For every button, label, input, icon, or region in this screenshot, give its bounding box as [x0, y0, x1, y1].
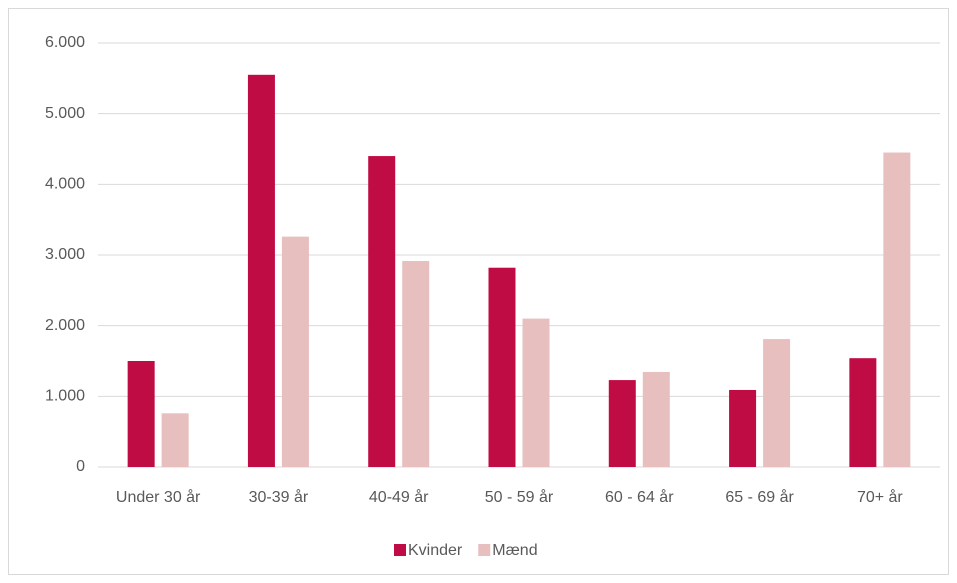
- x-tick-label: Under 30 år: [116, 488, 201, 506]
- bar: [488, 267, 516, 467]
- x-tick-label: 30-39 år: [249, 488, 309, 506]
- x-tick-label: 50 - 59 år: [485, 488, 554, 506]
- bar: [849, 358, 877, 467]
- bar: [368, 156, 396, 468]
- x-tick-label: 40-49 år: [369, 488, 429, 506]
- y-tick-label: 0: [76, 458, 85, 475]
- y-tick-label: 5.000: [45, 105, 85, 122]
- bar: [161, 413, 189, 467]
- bar: [127, 361, 155, 467]
- y-tick-label: 3.000: [45, 246, 85, 263]
- bar: [729, 389, 757, 467]
- legend-label: Mænd: [492, 542, 537, 559]
- x-tick-label: 60 - 64 år: [605, 488, 674, 506]
- x-tick-label: 70+ år: [857, 488, 903, 506]
- legend-swatch: [478, 544, 491, 556]
- bar: [642, 371, 670, 467]
- bar: [522, 318, 550, 467]
- bar: [883, 152, 911, 468]
- bar: [402, 261, 430, 467]
- bar: [763, 339, 791, 467]
- bar: [281, 236, 309, 467]
- chart-border: [8, 8, 949, 575]
- y-tick-label: 1.000: [45, 388, 85, 405]
- bar: [608, 380, 636, 467]
- legend-label: Kvinder: [408, 542, 463, 559]
- y-tick-label: 2.000: [45, 317, 85, 334]
- bar: [247, 74, 275, 468]
- x-tick-label: 65 - 69 år: [725, 488, 794, 506]
- y-tick-label: 4.000: [45, 176, 85, 193]
- y-tick-label: 6.000: [45, 34, 85, 51]
- legend-swatch: [394, 544, 406, 556]
